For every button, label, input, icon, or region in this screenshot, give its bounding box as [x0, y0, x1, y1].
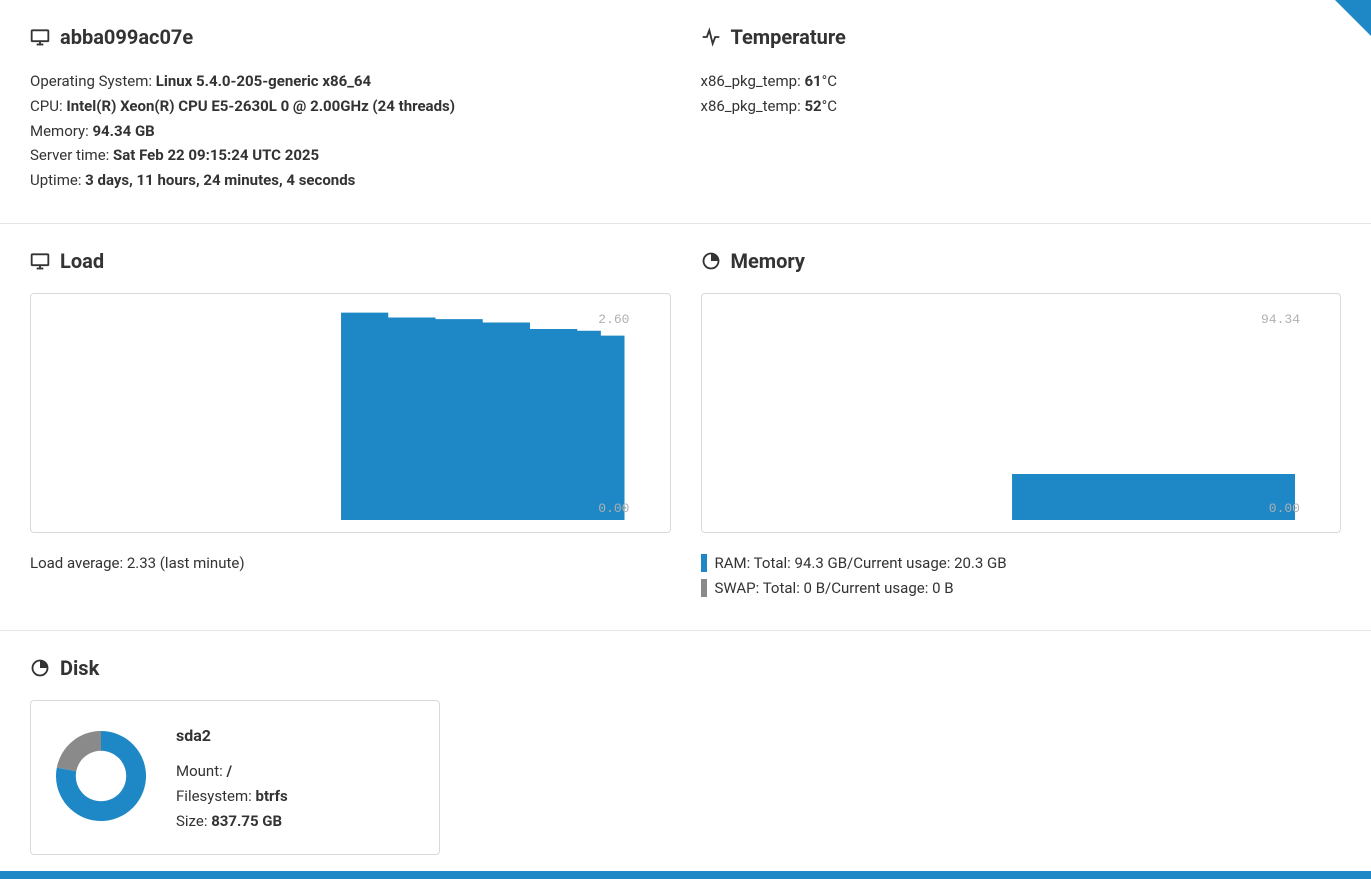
- corner-accent: [1335, 0, 1371, 36]
- load-title-text: Load: [60, 249, 104, 273]
- legend-text: RAM: Total: 94.3 GB/Current usage: 20.3 …: [715, 551, 1007, 576]
- load-title: Load: [30, 249, 671, 273]
- disk-device-name: sda2: [176, 726, 288, 745]
- host-panel: abba099ac07e Operating System: Linux 5.4…: [30, 25, 671, 193]
- pie-icon: [701, 251, 721, 271]
- uptime-line: Uptime: 3 days, 11 hours, 24 minutes, 4 …: [30, 168, 671, 193]
- disk-donut-chart: [51, 726, 151, 826]
- temperature-title-text: Temperature: [731, 25, 846, 49]
- memory-chart: 94.34 0.00: [701, 293, 1342, 533]
- memory-legend-item: SWAP: Total: 0 B/Current usage: 0 B: [701, 576, 1342, 601]
- temperature-row: x86_pkg_temp: 61°C: [701, 69, 1342, 94]
- legend-swatch: [701, 579, 707, 597]
- server-time-line: Server time: Sat Feb 22 09:15:24 UTC 202…: [30, 143, 671, 168]
- host-title: abba099ac07e: [30, 25, 671, 49]
- disk-fs-line: Filesystem: btrfs: [176, 784, 288, 809]
- os-line: Operating System: Linux 5.4.0-205-generi…: [30, 69, 671, 94]
- memory-title: Memory: [701, 249, 1342, 273]
- temperature-row: x86_pkg_temp: 52°C: [701, 94, 1342, 119]
- disk-title: Disk: [30, 656, 1341, 680]
- bottom-accent-bar: [0, 871, 1371, 879]
- disk-size-line: Size: 837.75 GB: [176, 809, 288, 834]
- activity-icon: [701, 27, 721, 47]
- disk-title-text: Disk: [60, 656, 99, 680]
- temperature-title: Temperature: [701, 25, 1342, 49]
- memory-title-text: Memory: [731, 249, 806, 273]
- legend-text: SWAP: Total: 0 B/Current usage: 0 B: [715, 576, 954, 601]
- load-caption: Load average: 2.33 (last minute): [30, 551, 671, 576]
- pie-icon: [30, 658, 50, 678]
- cpu-line: CPU: Intel(R) Xeon(R) CPU E5-2630L 0 @ 2…: [30, 94, 671, 119]
- monitor-icon: [30, 251, 50, 271]
- memory-chart-ymin: 0.00: [1269, 501, 1300, 516]
- memory-panel: Memory 94.34 0.00 RAM: Total: 94.3 GB/Cu…: [701, 249, 1342, 601]
- load-panel: Load 2.60 0.00 Load average: 2.33 (last …: [30, 249, 671, 601]
- monitor-icon: [30, 27, 50, 47]
- legend-swatch: [701, 554, 707, 572]
- memory-line: Memory: 94.34 GB: [30, 119, 671, 144]
- disk-card: sda2 Mount: / Filesystem: btrfs Size: 83…: [30, 700, 440, 854]
- memory-chart-svg: [717, 306, 1296, 520]
- host-title-text: abba099ac07e: [60, 25, 193, 49]
- load-chart-svg: [46, 306, 625, 520]
- load-chart-ymin: 0.00: [598, 501, 629, 516]
- memory-legend-item: RAM: Total: 94.3 GB/Current usage: 20.3 …: [701, 551, 1342, 576]
- disk-mount-line: Mount: /: [176, 759, 288, 784]
- temperature-panel: Temperature x86_pkg_temp: 61°Cx86_pkg_te…: [701, 25, 1342, 193]
- load-chart: 2.60 0.00: [30, 293, 671, 533]
